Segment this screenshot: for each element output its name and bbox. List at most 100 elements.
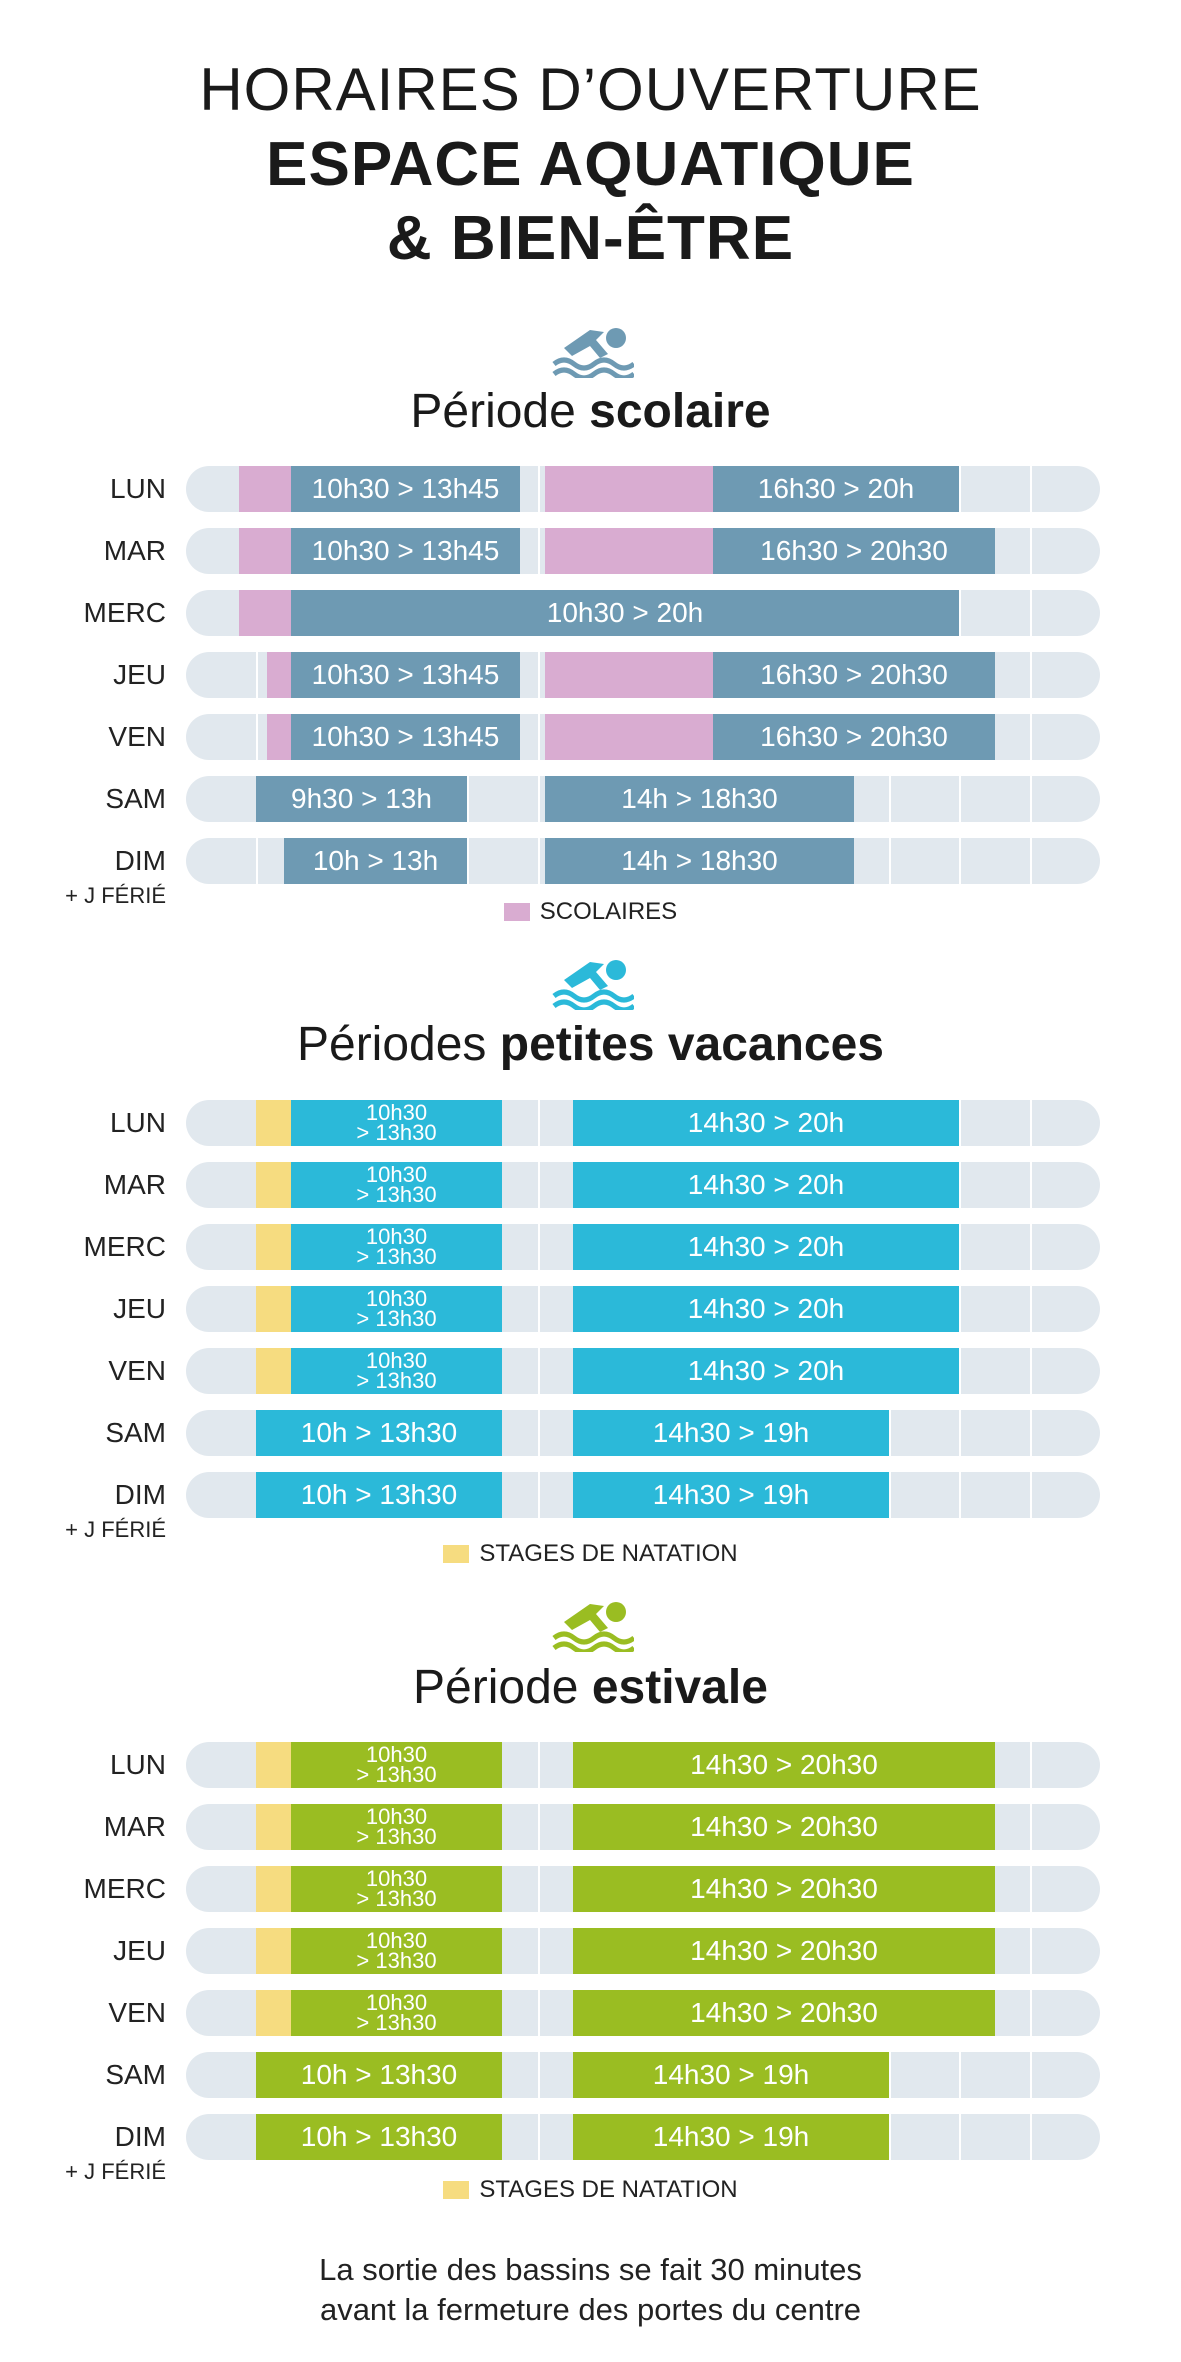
grid-line [889,1410,891,1456]
day-label: MAR [103,535,166,566]
day-label: LUN [109,1107,166,1138]
footer-line-2: avant la fermeture des portes du centre [319,2292,862,2327]
grid-line [959,2114,961,2160]
time-track: 10h30 > 13h30 14h30 > 20h [186,1286,1100,1332]
time-track: 10h30 > 13h45 16h30 > 20h30 [186,528,1100,574]
grid-line [538,1866,540,1912]
opening-slot: 10h30 > 13h30 [291,1866,502,1912]
grid-line [538,2114,540,2160]
program-slot [267,714,291,760]
opening-slot: 14h > 18h30 [545,776,854,822]
opening-slot: 16h30 > 20h30 [713,652,995,698]
grid-line [889,838,891,884]
opening-slot: 14h30 > 20h30 [573,1990,995,2036]
opening-slot: 10h30 > 20h [291,590,959,636]
day-label: LUN [109,1749,166,1780]
grid-line [1030,1990,1032,2036]
slot-line-1: 10h30 [365,1286,428,1311]
grid-line [1030,714,1032,760]
opening-slot: 14h30 > 20h [573,1224,959,1270]
grid-line [959,1100,961,1146]
grid-line [256,652,258,698]
opening-slot: 14h > 18h30 [545,838,854,884]
grid-line [1030,1410,1032,1456]
period-title-regular: Période [413,1661,592,1714]
holiday-label: + J FÉRIÉ [65,1517,166,1542]
opening-slot: 10h > 13h [284,838,467,884]
slot-line-1: 10h30 [365,1100,428,1125]
grid-line [1030,776,1032,822]
period-title: Période estivale [0,1658,1181,1718]
time-track: 10h30 > 13h30 14h30 > 20h30 [186,1990,1100,2036]
time-track: 10h30 > 13h30 14h30 > 20h [186,1100,1100,1146]
grid-line [538,1804,540,1850]
slot-line-1: 10h30 [365,1990,428,2015]
opening-slot: 10h30 > 13h30 [291,1100,502,1146]
day-label: JEU [113,1293,166,1324]
legend: STAGES DE NATATION [0,2176,1181,2204]
period-title-bold: petites vacances [499,1018,884,1071]
grid-line [538,528,540,574]
grid-line [256,838,258,884]
time-track: 10h30 > 13h30 14h30 > 20h30 [186,1866,1100,1912]
schedule-row: SAM 9h30 > 13h 14h > 18h30 [0,776,1181,822]
grid-line [467,838,469,884]
page-title: HORAIRES D’OUVERTURE ESPACE AQUATIQUE & … [0,52,1181,276]
title-line-2: ESPACE AQUATIQUE [266,130,915,199]
opening-slot: 14h30 > 19h [573,1410,889,1456]
time-track: 10h30 > 13h30 14h30 > 20h30 [186,1928,1100,1974]
program-slot [256,1928,291,1974]
grid-line [959,2052,961,2098]
program-slot [256,1162,291,1208]
grid-line [538,1162,540,1208]
legend: STAGES DE NATATION [0,1540,1181,1568]
swimmer-icon [550,1592,636,1655]
day-label: JEU [113,1935,166,1966]
program-slot [256,1286,291,1332]
opening-slot: 14h30 > 20h [573,1162,959,1208]
opening-slot: 10h > 13h30 [256,2114,502,2160]
slot-line-2: > 13h30 [356,1368,437,1393]
grid-line [538,1990,540,2036]
opening-slot: 14h30 > 20h30 [573,1804,995,1850]
slot-line-2: > 13h30 [356,1824,437,1849]
opening-slot: 14h30 > 20h30 [573,1928,995,1974]
grid-line [959,1224,961,1270]
day-label: MERC [83,597,166,628]
day-label: DIM [114,2121,166,2152]
grid-line [889,776,891,822]
time-track: 10h > 13h 14h > 18h30 [186,838,1100,884]
time-track: 10h30 > 13h45 16h30 > 20h30 [186,652,1100,698]
grid-line [1030,466,1032,512]
slot-line-2: > 13h30 [356,1948,437,1973]
grid-line [538,1100,540,1146]
time-track: 10h > 13h30 14h30 > 19h [186,1410,1100,1456]
grid-line [538,652,540,698]
opening-slot: 10h30 > 13h30 [291,1742,502,1788]
grid-line [1030,2114,1032,2160]
grid-line [1030,1348,1032,1394]
program-slot [239,466,291,512]
slot-line-1: 10h30 [365,1928,428,1953]
time-track: 10h30 > 13h30 14h30 > 20h [186,1162,1100,1208]
opening-slot: 14h30 > 19h [573,1472,889,1518]
grid-line [538,1348,540,1394]
day-label: SAM [105,1417,166,1448]
schedule-row: LUN 10h30 > 13h45 16h30 > 20h [0,466,1181,512]
opening-slot: 14h30 > 20h [573,1286,959,1332]
grid-line [538,1472,540,1518]
program-slot [239,528,291,574]
footer-line-1: La sortie des bassins se fait 30 minutes [319,2252,862,2287]
day-label: DIM [114,1479,166,1510]
slot-line-1: 10h30 [365,1224,428,1249]
time-track: 10h30 > 13h45 16h30 > 20h30 [186,714,1100,760]
program-slot [256,1224,291,1270]
day-label: VEN [108,1355,166,1386]
grid-line [959,1472,961,1518]
slot-line-1: 10h30 [365,1742,428,1767]
day-label: VEN [108,1997,166,2028]
slot-line-1: 10h30 [365,1162,428,1187]
schedule-row: VEN 10h30 > 13h45 16h30 > 20h30 [0,714,1181,760]
day-label: LUN [109,473,166,504]
program-slot [256,1100,291,1146]
